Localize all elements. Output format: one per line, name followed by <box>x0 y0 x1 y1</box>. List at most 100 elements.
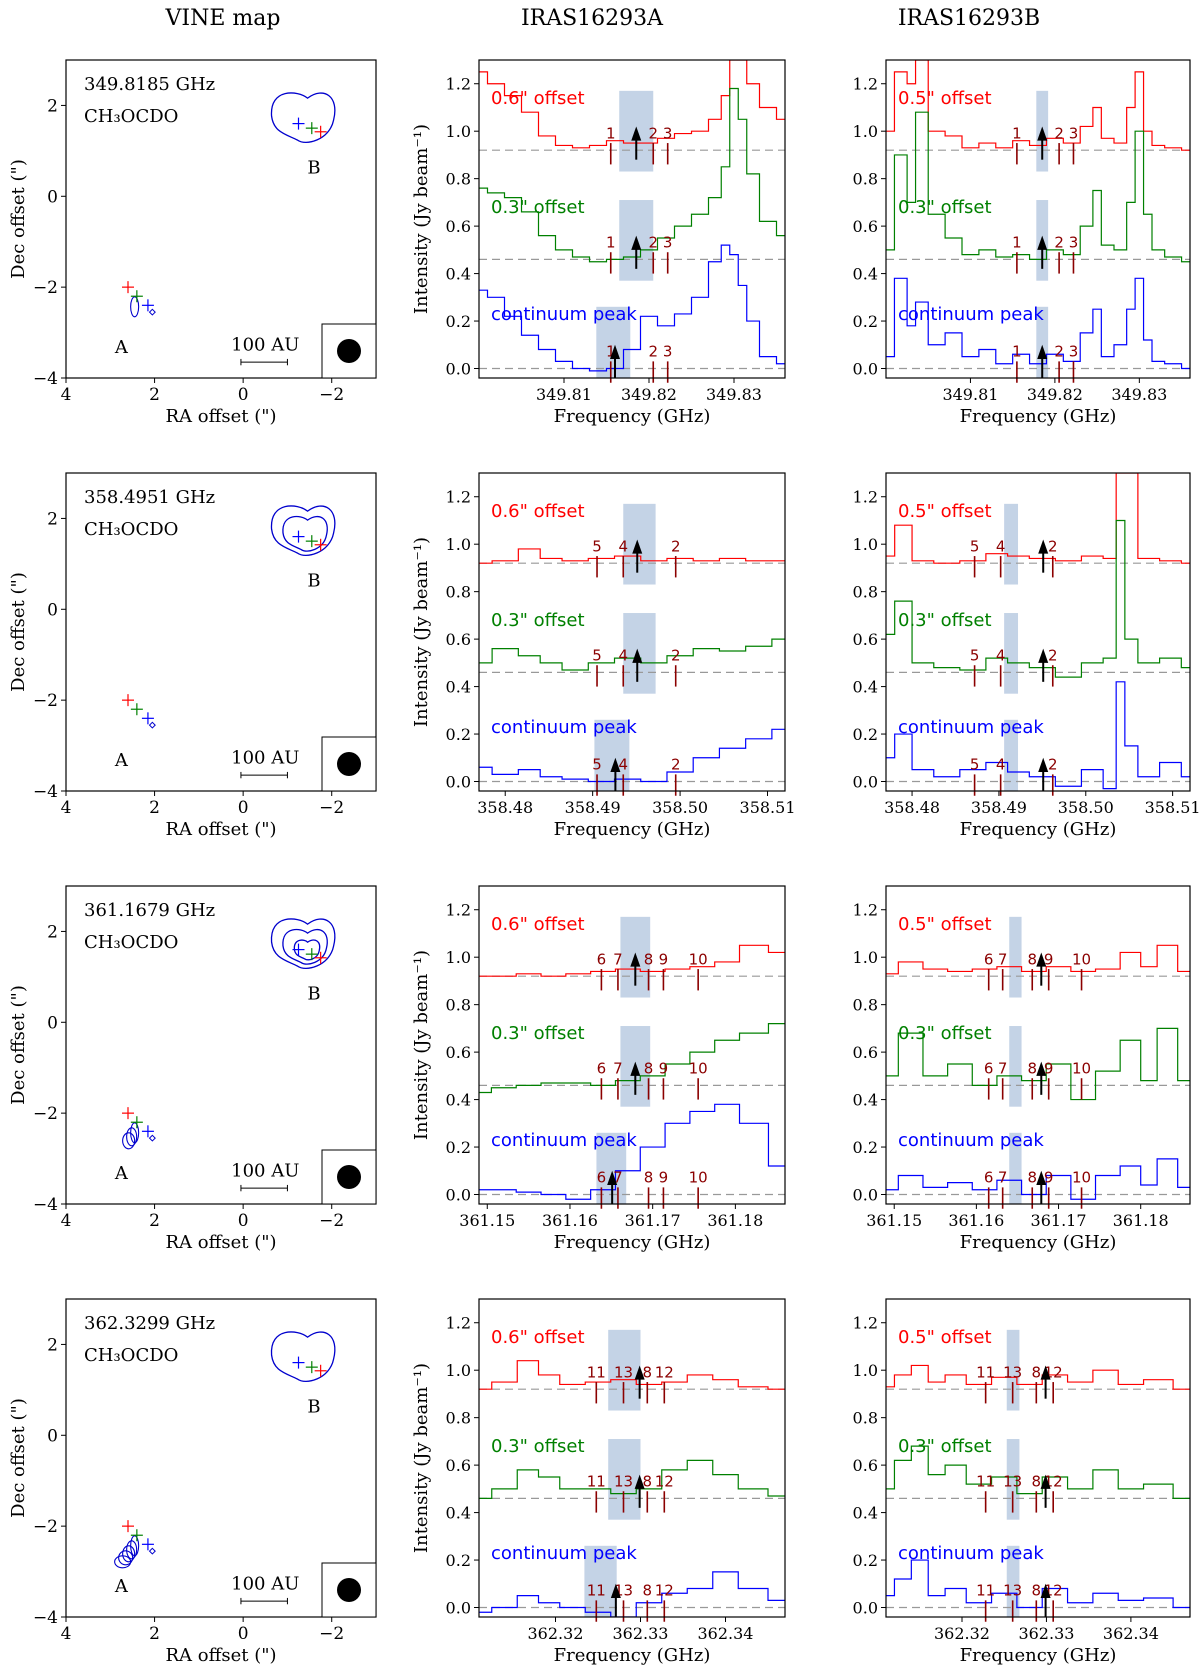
spec-ytick-label: 1.2 <box>446 75 471 94</box>
spec-ytick-label: 1.0 <box>853 1361 878 1380</box>
map-xlabel: RA offset (") <box>165 1645 276 1666</box>
transition-label: 13 <box>1003 1363 1022 1381</box>
contour-b <box>293 939 321 961</box>
map-molecule: CH₃OCDO <box>84 106 178 127</box>
contour-a-small <box>148 1134 156 1142</box>
map-ytick-label: 2 <box>47 1335 58 1355</box>
offset-label-red: 0.6" offset <box>491 1327 585 1348</box>
spectrum-red <box>479 60 785 149</box>
spectrum-frame <box>885 59 1191 379</box>
map-molecule: CH₃OCDO <box>84 519 178 540</box>
transition-label: 12 <box>655 1582 674 1600</box>
spec-ytick-label: 1.2 <box>853 488 878 507</box>
transition-label: 2 <box>671 537 681 555</box>
spec-ytick-label: 0.4 <box>853 265 878 284</box>
contour-b <box>282 515 328 552</box>
transition-label: 8 <box>644 1169 654 1187</box>
map-xtick-label: 0 <box>238 1211 249 1231</box>
scalebar-label: 100 AU <box>231 748 299 769</box>
transition-label: 4 <box>618 756 628 774</box>
spec-ytick-label: 0.6 <box>853 630 878 649</box>
contour-b <box>270 505 336 557</box>
spec-xtick-label: 349.81 <box>942 385 998 404</box>
spec-ytick-label: 0.6 <box>446 1043 471 1062</box>
contour-a-small <box>148 721 156 729</box>
transition-label: 9 <box>659 950 669 968</box>
line-window-band <box>608 1329 641 1411</box>
spec-xtick-label: 362.33 <box>613 1624 669 1643</box>
transition-label: 11 <box>587 1363 606 1381</box>
transition-label: 9 <box>1044 950 1054 968</box>
transition-label: 10 <box>1072 1059 1091 1077</box>
arrow-head <box>1038 648 1049 663</box>
plot-area <box>886 1299 1190 1617</box>
spec-ytick-label: 0.2 <box>853 1551 878 1570</box>
spec-xtick-label: 362.32 <box>528 1624 584 1643</box>
transition-label: 6 <box>984 950 994 968</box>
map-frequency: 349.8185 GHz <box>84 74 215 95</box>
continuum-label: continuum peak <box>898 1543 1044 1564</box>
transition-label: 4 <box>618 646 628 664</box>
spectrum-red <box>479 944 785 977</box>
transition-label: 1 <box>1012 124 1022 142</box>
line-window-band <box>1004 719 1019 791</box>
transition-label: 6 <box>597 1169 607 1187</box>
transition-label: 8 <box>644 950 654 968</box>
map-xtick-label: 2 <box>149 385 160 405</box>
continuum-label: continuum peak <box>898 304 1044 325</box>
arrow-head <box>630 1061 641 1076</box>
source-a-label: A <box>114 1163 129 1184</box>
spec-ytick-label: 0.4 <box>446 678 471 697</box>
arrow-head <box>607 1170 618 1186</box>
spec-ytick-label: 1.2 <box>446 1314 471 1333</box>
spec-ytick-label: 0.2 <box>853 725 878 744</box>
transition-label: 2 <box>1054 343 1064 361</box>
transition-label: 4 <box>996 537 1006 555</box>
arrow-head <box>610 344 620 360</box>
map-ytick-label: −2 <box>33 278 58 298</box>
arrow-head <box>632 539 643 554</box>
transition-label: 12 <box>655 1363 674 1381</box>
line-window-band <box>623 503 656 585</box>
spec-ytick-label: 1.0 <box>446 948 471 967</box>
contour-a-small <box>148 1547 156 1555</box>
contour-a <box>118 1550 134 1566</box>
transition-label: 13 <box>614 1363 633 1381</box>
map-molecule: CH₃OCDO <box>84 1345 178 1366</box>
spec-ytick-label: 0.6 <box>446 217 471 236</box>
source-b-label: B <box>307 1397 320 1418</box>
transition-label: 13 <box>1003 1582 1022 1600</box>
transition-label: 8 <box>644 1059 654 1077</box>
transition-label: 13 <box>614 1472 633 1490</box>
transition-label: 5 <box>592 537 602 555</box>
map-xtick-label: 0 <box>238 1624 249 1644</box>
spectrum-frame <box>478 59 786 379</box>
map-xlabel: RA offset (") <box>165 819 276 840</box>
line-window-band <box>608 1439 641 1520</box>
spec-ytick-label: 1.2 <box>446 488 471 507</box>
contour-a <box>122 1132 136 1150</box>
offset-label-green: 0.3" offset <box>491 610 585 631</box>
line-window-band <box>623 613 656 694</box>
line-window-band <box>1009 1026 1022 1107</box>
spec-ytick-label: 0.0 <box>853 773 878 792</box>
contour-a <box>122 1545 136 1563</box>
transition-label: 3 <box>1069 124 1079 142</box>
arrow-head <box>632 648 643 663</box>
offset-label-red: 0.6" offset <box>491 501 585 522</box>
transition-label: 12 <box>655 1472 674 1490</box>
transition-label: 3 <box>663 124 673 142</box>
spec-xlabel: Frequency (GHz) <box>554 1232 711 1253</box>
spectrum-green <box>479 1459 785 1499</box>
transition-label: 8 <box>643 1582 653 1600</box>
map-xtick-label: −2 <box>319 1211 344 1231</box>
transition-label: 11 <box>587 1472 606 1490</box>
spec-xtick-label: 361.16 <box>542 1211 598 1230</box>
offset-label-green: 0.3" offset <box>491 1023 585 1044</box>
spec-ytick-label: 0.6 <box>446 630 471 649</box>
map-xtick-label: −2 <box>319 798 344 818</box>
scalebar-label: 100 AU <box>231 1574 299 1595</box>
arrow-head <box>1038 757 1049 773</box>
